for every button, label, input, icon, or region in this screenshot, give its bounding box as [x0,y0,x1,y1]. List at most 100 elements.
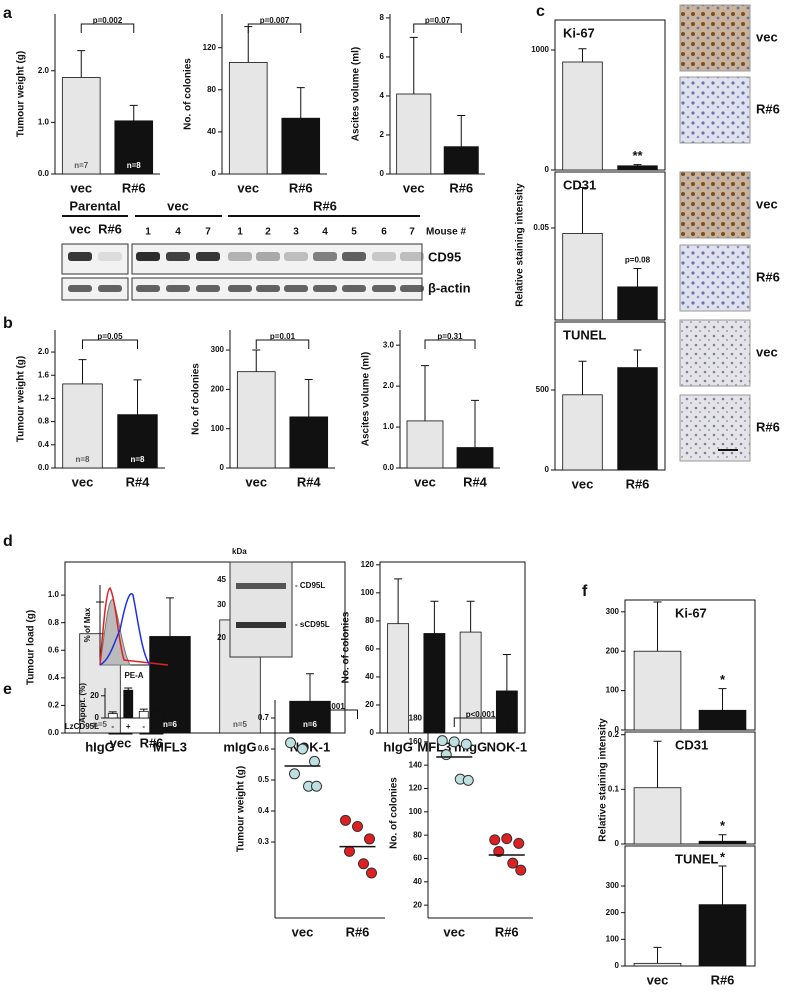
lane-label: 3 [293,227,299,238]
y-axis-label: Apopt. (%) [78,683,87,723]
plot-frame [624,845,756,967]
mw-marker: 45 [217,575,226,584]
x-tick-label: vec [414,474,436,489]
panel-title: TUNEL [563,327,606,342]
blot-band [342,252,366,261]
dot [513,837,525,849]
x-tick-label: + [157,722,162,731]
error-bar [471,399,479,448]
y-tick-label: 1000 [531,45,549,54]
y-axis-label: No. of colonies [191,363,202,435]
y-axis-label: Ascites volume (ml) [351,47,362,141]
significance: * [720,849,726,864]
panel-letter: f [582,583,588,600]
x-tick-label: vec [72,474,94,489]
error-bar [578,360,587,395]
bar [62,383,103,469]
flow-ylabel: % of Max [83,607,92,642]
panel-letter: b [3,315,13,332]
y-tick-label: 0.5 [258,775,270,784]
bar [154,710,165,719]
group-label: vec [110,735,132,750]
blot-band [256,285,280,292]
dot [285,737,296,749]
error-bar [653,946,662,964]
lane-label: 1 [237,227,243,238]
y-tick-label: 500 [536,385,550,394]
bar [617,286,658,321]
error-bar [466,600,475,633]
bar [617,367,658,471]
x-tick-label: R#6 [495,924,519,939]
bar [617,165,658,171]
y-axis-label: Tumour weight (g) [236,766,247,852]
plot-frame [554,171,666,321]
y-tick-label: 0.0 [48,728,60,737]
y-tick-label: 0 [220,463,225,472]
y-tick-label: 120 [203,43,217,52]
y-tick-label: 40 [207,127,216,136]
error-bar [457,114,466,147]
bar [443,146,479,175]
blot-band [400,252,424,261]
y-tick-label: 0.4 [48,673,60,682]
panel-letter: c [536,3,545,20]
y-tick-label: 0.4 [258,806,270,815]
y-tick-label: 0.4 [38,440,50,449]
plot-frame [554,19,666,171]
error-bar [78,359,87,384]
bar [289,700,331,734]
n-label: n=5 [93,720,108,729]
y-axis-label: No. of colonies [389,777,400,849]
error-bar [421,365,429,421]
blot-band [68,252,92,261]
y-tick-label: 80 [365,616,374,625]
n-label: n=8 [75,455,90,464]
y-tick-label: 0.05 [533,223,549,232]
blot-band [236,622,286,628]
error-bar [394,578,403,624]
dot [489,834,501,846]
error-bar [633,267,642,287]
x-tick-label: R#6 [122,180,146,195]
lane-label: 7 [409,227,415,238]
y-tick-label: 120 [409,784,423,793]
dot [460,738,472,750]
y-tick-label: 0.7 [258,713,270,722]
y-tick-label: 0.2 [608,730,620,739]
blot-band [400,285,424,292]
x-tick-label: R#6 [626,476,650,491]
y-tick-label: 200 [211,384,225,393]
bar [387,623,410,734]
histology-image [679,244,751,312]
histology-image [679,171,751,239]
y-tick-label: 200 [606,908,620,917]
blot-band [342,285,366,292]
y-tick-label: 0 [545,165,550,174]
bar [228,62,268,175]
blot-box [131,243,423,275]
blot-label: CD95 [428,249,461,264]
y-tick-label: 40 [365,672,374,681]
y-tick-label: 40 [413,877,422,886]
bracket [80,23,135,33]
y-tick-label: 0.3 [258,837,270,846]
y-tick-label: 300 [606,881,620,890]
y-tick-label: 20 [413,900,422,909]
band-label: - CD95L [295,581,325,590]
y-tick-label: 0 [380,169,385,178]
n-label: n=8 [130,455,145,464]
dot [436,735,448,747]
x-tick-label: R#6 [711,972,735,987]
y-tick-label: 0 [370,728,375,737]
significance: p=0.08 [625,256,651,265]
plot-frame [624,731,756,845]
y-tick-label: 0.6 [258,744,270,753]
panel-letter: d [3,533,13,550]
y-tick-label: 0 [212,169,217,178]
y-axis-label: Tumour weight (g) [16,51,27,137]
bracket [413,23,462,33]
n-label: n=8 [127,161,142,170]
panel-title: CD31 [675,737,708,752]
y-axis-label: Relative staining intensity [598,718,609,842]
